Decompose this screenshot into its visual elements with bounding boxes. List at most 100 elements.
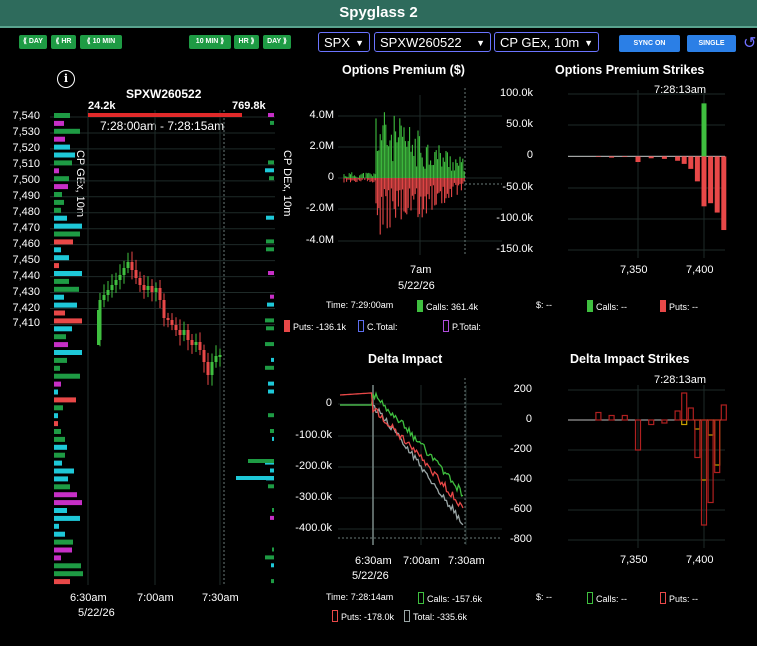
strike-bar [54,429,61,434]
main-y-tick: 7,430 [12,285,40,298]
strike-bar [270,294,274,299]
di-y-tick: 0 [325,397,332,409]
strike-bar [54,357,67,363]
options_premium_strikes-y-tick: -50.0k [502,181,533,193]
dis-dollar-label: $: [536,592,544,602]
back-hour-button[interactable]: ⟪ HR [51,35,76,49]
range-high: 769.8k [232,100,266,112]
op-y-tick: -4.0M [305,234,334,246]
di-puts-value: -178.0k [364,612,395,622]
forward-day-button[interactable]: DAY ⟫ [263,35,291,49]
candle [174,325,178,330]
strike-bar [54,365,60,371]
strike-bar [54,413,58,419]
candle [110,285,114,290]
dis-legend-puts: Puts: -- [660,592,698,604]
puts-strike-bar [714,156,720,213]
strike-bar [54,484,70,490]
strike-bar [54,444,67,450]
total-swatch-icon [404,610,410,622]
ctotal-swatch-icon [358,320,364,332]
strike-bar [54,405,63,411]
back-day-button[interactable]: ⟪ DAY [19,35,47,49]
strike-bar [54,271,82,276]
strike-bar [54,192,62,197]
op-time-value: 7:29:00am [350,300,394,310]
puts-strike-bar [681,156,687,164]
di-y-tick: -400.0k [295,522,332,534]
op-puts-value: -136.1k [316,322,347,332]
strike-bar [54,199,64,205]
ops-legend-puts: Puts: -- [660,300,698,312]
puts-line [339,392,464,509]
options_premium_strikes-y-tick: -150.0k [496,243,533,255]
main-y-tick: 7,540 [12,110,40,122]
calls-swatch-icon [417,300,423,312]
delta_impact_strikes-y-tick: -200 [509,443,532,455]
calls-strike-bar [694,419,701,430]
puts-strike-bar [720,404,727,421]
puts-strike-bar [635,156,641,163]
candle [146,286,150,290]
strike-bar [54,555,61,561]
op-puts-label: Puts: [293,322,314,332]
strike-bar [270,468,274,473]
op-calls-label: Calls: [426,302,449,312]
refresh-icon[interactable]: ↺ [743,35,757,52]
strike-bar [265,365,274,370]
puts-strike-bar [634,419,642,451]
puts-strike-bar [714,419,721,474]
strike-bar [266,326,274,331]
candle [158,288,162,300]
forward-10min-button[interactable]: 10 MIN ⟫ [189,35,231,49]
options_premium_strikes-y-tick: 100.0k [499,87,533,99]
symbol-select[interactable]: SPX ▼ [318,32,370,52]
main-y-tick: 7,510 [12,157,40,170]
main-y-tick: 7,460 [12,237,40,250]
delta_impact_strikes-y-tick: -400 [509,473,532,485]
strike-bar [54,168,59,174]
op-x-tick: 7am [410,264,432,276]
strike-bar [54,318,82,324]
main-chart-title: SPXW260522 [126,87,202,101]
op-y-tick: -2.0M [305,202,334,214]
di-legend-puts: Puts: -178.0k [332,610,394,622]
strike-bar [54,278,69,284]
candle [194,342,198,345]
forward-hour-button[interactable]: HR ⟫ [234,35,259,49]
strike-bar [268,413,274,418]
strike-bar [54,334,66,340]
puts-strike-bar [688,156,694,169]
delta-impact-title: Delta Impact [368,352,443,366]
ops-calls-label: Calls: [596,302,619,312]
contract-select[interactable]: SPXW260522 ▼ [374,32,491,52]
strike-bar [54,508,67,513]
strike-bar [54,184,68,190]
puts-strike-bar [648,156,654,159]
chevron-down-icon: ▼ [476,38,485,48]
strike-bar [54,286,79,292]
main-y-tick: 7,530 [12,125,40,138]
di-legend-time: Time: 7:28:14am [326,592,393,602]
info-icon[interactable]: i [57,70,75,88]
strike-bar [54,381,61,387]
main-y-tick: 7,420 [12,301,40,314]
strike-bar [54,223,82,229]
strike-bar [54,547,72,553]
back-10min-button[interactable]: ⟪ 10 MIN [80,35,122,49]
op-y-tick: 0 [327,171,334,183]
puts-swatch-icon [660,300,666,312]
dis-puts-value: -- [692,594,699,604]
single-button[interactable]: SINGLE [687,35,736,52]
di-time-value: 7:28:14am [350,592,394,602]
strike-bar [54,215,67,221]
symbol-value: SPX [324,35,351,50]
sync-button[interactable]: SYNC ON [619,35,680,52]
strike-bar [270,120,274,125]
main-y-tick: 7,470 [12,221,40,234]
metric-select[interactable]: CP GEx, 10m ▼ [494,32,599,52]
puts-swatch-icon [660,592,666,604]
range-low: 24.2k [88,100,116,112]
di-x-tick: 7:30am [448,555,485,567]
